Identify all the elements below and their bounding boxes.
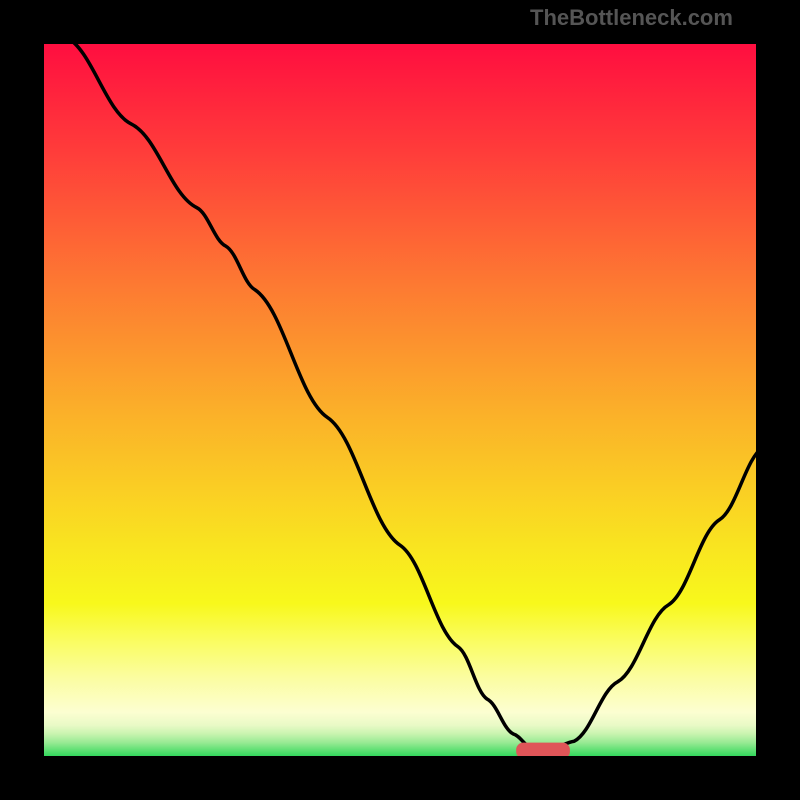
heatmap-background [37, 37, 763, 763]
chart-svg [30, 30, 770, 770]
bottleneck-chart [30, 30, 770, 770]
watermark-text: TheBottleneck.com [530, 5, 733, 31]
